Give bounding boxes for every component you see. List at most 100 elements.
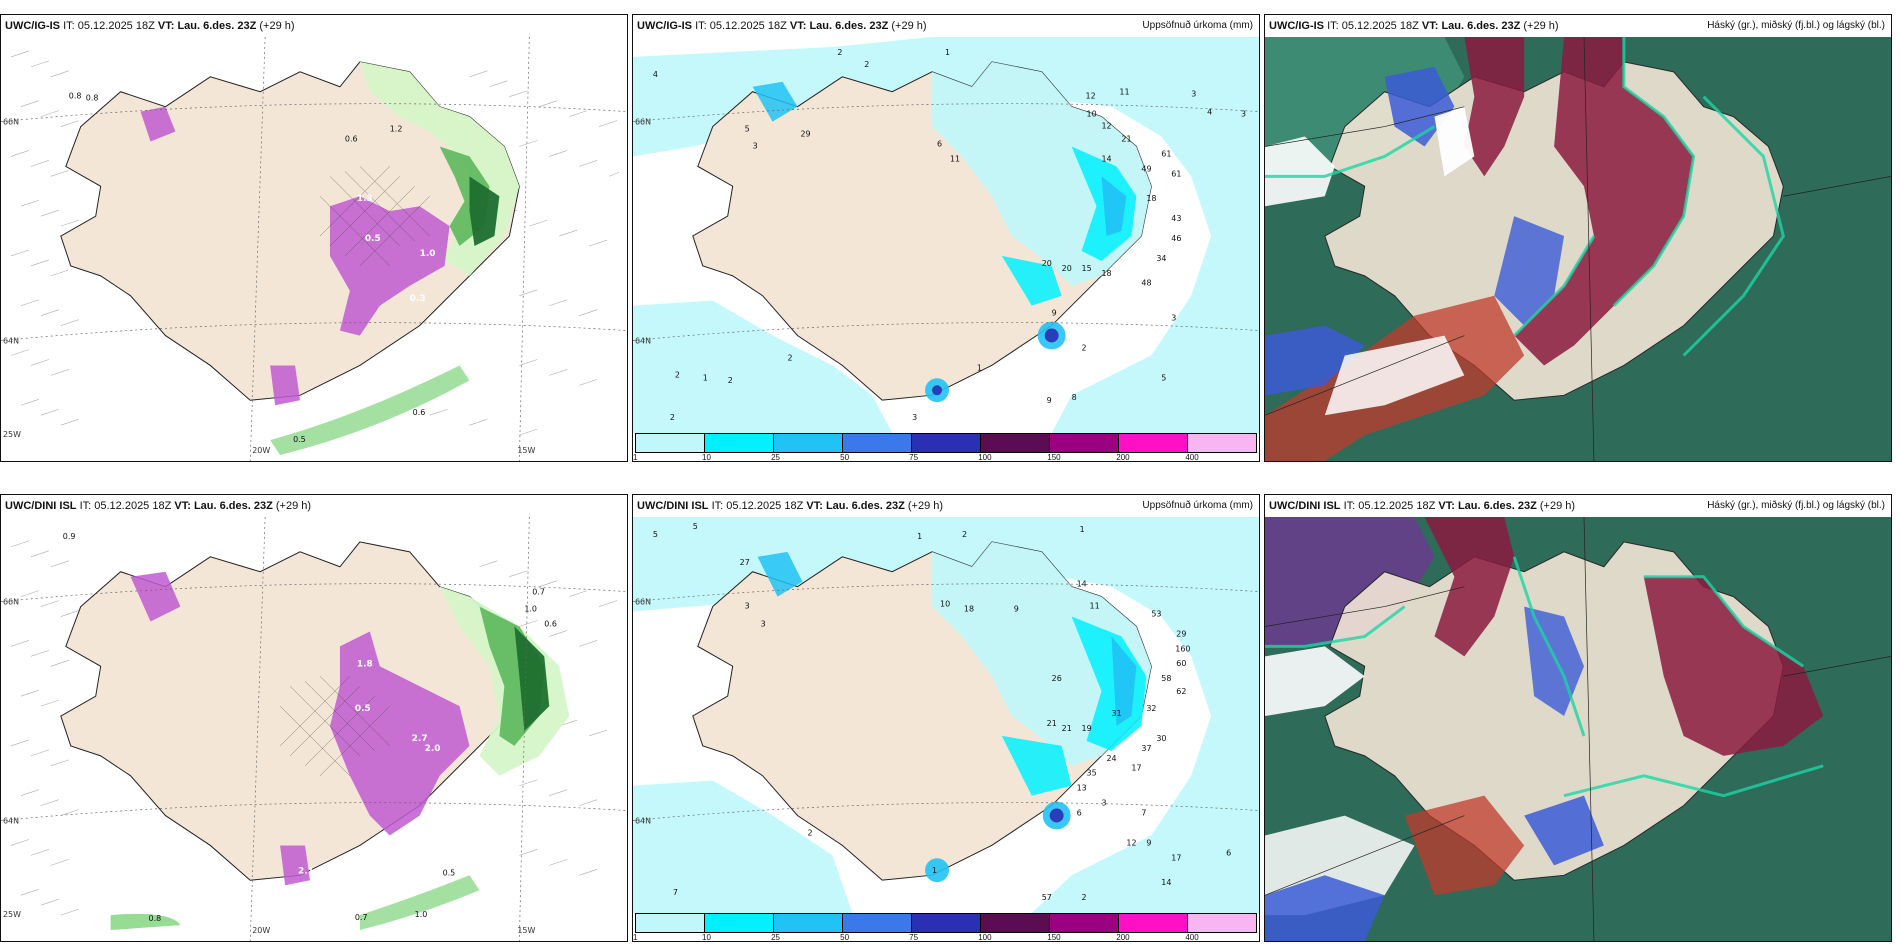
value-label: 0.5	[355, 704, 371, 714]
cb-swatch-200	[1119, 434, 1188, 452]
cb-label: 50	[840, 453, 850, 462]
value-label: 29	[800, 130, 810, 139]
map-svg: 20W 15W 66N 64N 25W 0.9 1.8 2.7 0.5 2.0 …	[1, 517, 627, 941]
colorbar-swatches	[635, 433, 1257, 453]
value-label: 0.9	[63, 532, 76, 541]
value-label: 12	[1086, 92, 1096, 101]
cb-swatch-100	[981, 914, 1050, 932]
lat-label-64n: 64N	[635, 816, 651, 825]
value-label: 1.0	[415, 910, 428, 919]
map-area[interactable]	[1265, 37, 1891, 461]
lon-label-20w: 20W	[252, 446, 270, 455]
value-label: 2	[837, 48, 842, 57]
vt-label: VT:	[789, 20, 807, 32]
it-label: IT:	[63, 20, 75, 32]
cloud-mid-band	[1643, 576, 1824, 756]
precip-land-10b	[1001, 255, 1062, 306]
value-label: 12	[1126, 838, 1136, 847]
it-label: IT:	[1327, 20, 1339, 32]
vt-label: VT:	[174, 500, 191, 512]
value-label: 1.0	[420, 249, 436, 259]
lon-label-15w: 15W	[517, 926, 535, 935]
panel-igis-precip-type[interactable]: UWC/IG-IS IT: 05.12.2025 18Z VT: Lau. 6.…	[0, 14, 628, 462]
panel-dini-precip-type[interactable]: UWC/DINI ISL IT: 05.12.2025 18Z VT: Lau.…	[0, 494, 628, 942]
cloud-edges	[1265, 556, 1824, 798]
cb-label: 1	[633, 453, 638, 462]
value-label: 2	[675, 370, 680, 379]
precip-values: 4 2 2 1 29 5 3 6 11 12 11 3 4 3 10 12 21	[653, 48, 1246, 422]
colorbar-swatches	[635, 913, 1257, 933]
cb-label: 25	[771, 933, 780, 942]
map-area[interactable]: 20W 15W 66N 64N 25W 0.9 1.8 2.7 0.5 2.0 …	[1, 517, 627, 941]
vt-label: VT:	[1421, 20, 1439, 32]
map-area[interactable]: 4 2 2 1 29 5 3 6 11 12 11 3 4 3 10 12 21	[633, 37, 1259, 433]
value-label: 2	[1082, 343, 1087, 352]
lat-label-25w: 25W	[3, 430, 21, 439]
value-label: 24	[1106, 754, 1116, 763]
cb-swatch-75	[912, 914, 981, 932]
cb-swatch-75	[912, 434, 981, 452]
model-name: UWC/DINI ISL	[5, 500, 77, 512]
lead-time: (+29 h)	[891, 20, 927, 32]
clear-west	[1265, 136, 1335, 207]
cb-swatch-50	[843, 434, 912, 452]
value-label: 1.0	[524, 605, 537, 614]
cb-swatch-25	[774, 434, 843, 452]
panel-dini-accum-precip[interactable]: UWC/DINI ISL IT: 05.12.2025 18Z VT: Lau.…	[632, 494, 1260, 942]
clear-south	[1324, 335, 1465, 416]
value-label: 2.1	[298, 866, 314, 876]
value-label: 11	[1119, 88, 1129, 97]
value-label: 0.6	[345, 135, 358, 144]
value-label: 15	[1082, 264, 1092, 273]
cb-label: 100	[978, 933, 992, 942]
value-label: 35	[1087, 769, 1097, 778]
value-label: 1	[1080, 525, 1085, 534]
cb-label: 10	[702, 933, 711, 942]
value-label: 0.3	[410, 294, 426, 304]
panel-igis-accum-precip[interactable]: UWC/IG-IS IT: 05.12.2025 18Z VT: Lau. 6.…	[632, 14, 1260, 462]
lat-label-64n: 64N	[635, 336, 651, 345]
precip-values: 5 5 1 2 1 27 3 3 10 18 9 14 11 53 29 160	[653, 522, 1231, 902]
value-label: 2.7	[412, 734, 428, 744]
value-label: 43	[1171, 214, 1181, 223]
vt-value: Lau. 6.des. 23Z	[193, 500, 273, 512]
value-label: 30	[1156, 734, 1166, 743]
it-value: 05.12.2025 18Z	[1358, 500, 1436, 512]
map-area[interactable]: 20W 15W 66N 64N 25W 0.8 0.8 1.3 0.5 1.0 …	[1, 37, 627, 461]
map-svg: 20W 15W 66N 64N 25W 0.8 0.8 1.3 0.5 1.0 …	[1, 37, 627, 461]
value-label: 2	[807, 828, 812, 837]
cb-swatch-10	[705, 914, 774, 932]
cb-swatch-10	[705, 434, 774, 452]
it-value: 05.12.2025 18Z	[1341, 20, 1419, 32]
lat-label-66n: 66N	[635, 118, 651, 127]
value-label: 5	[1161, 373, 1166, 382]
panel-igis-clouds[interactable]: UWC/IG-IS IT: 05.12.2025 18Z VT: Lau. 6.…	[1264, 14, 1892, 462]
vt-label: VT:	[806, 500, 823, 512]
value-label: 19	[1082, 724, 1092, 733]
panel-dini-clouds[interactable]: UWC/DINI ISL IT: 05.12.2025 18Z VT: Lau.…	[1264, 494, 1892, 942]
value-label: 3	[745, 602, 750, 611]
precip-core-south	[925, 858, 949, 883]
cb-swatch-1	[636, 434, 705, 452]
value-label: 0.7	[532, 588, 545, 597]
value-label: 3	[1191, 90, 1196, 99]
value-label: 5	[653, 530, 658, 539]
lat-label-66n: 66N	[3, 598, 19, 607]
it-value: 05.12.2025 18Z	[94, 500, 172, 512]
vt-value: Lau. 6.des. 23Z	[809, 20, 889, 32]
value-label: 48	[1141, 279, 1151, 288]
map-area[interactable]: 5 5 1 2 1 27 3 3 10 18 9 14 11 53 29 160	[633, 517, 1259, 913]
value-label: 57	[1042, 893, 1052, 902]
precip-land-10b	[1001, 735, 1072, 796]
value-label: 3	[1171, 314, 1176, 323]
cloud-mid-band	[1514, 37, 1694, 366]
cb-swatch-400	[1188, 434, 1256, 452]
cb-label: 400	[1185, 933, 1199, 942]
vt-label: VT:	[1438, 500, 1455, 512]
rain-south	[280, 845, 311, 886]
value-label: 2	[1082, 893, 1087, 902]
lead-time: (+29 h)	[1523, 20, 1559, 32]
cloud-low-south	[1524, 795, 1604, 866]
map-area[interactable]	[1265, 517, 1891, 941]
